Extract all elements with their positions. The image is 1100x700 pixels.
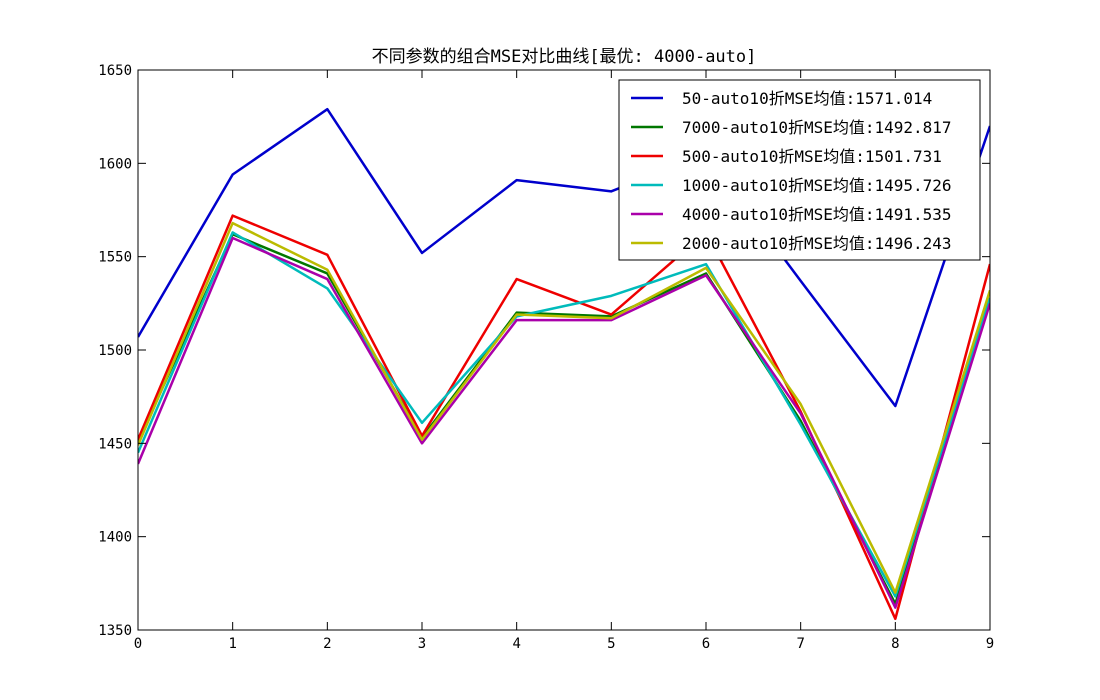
legend-label: 4000-auto10折MSE均值:1491.535	[682, 205, 952, 224]
legend-label: 50-auto10折MSE均值:1571.014	[682, 89, 932, 108]
series-line-4	[138, 236, 990, 609]
x-tick-label: 4	[512, 636, 520, 652]
y-tick-label: 1400	[98, 530, 132, 546]
series-layer	[138, 107, 990, 621]
legend-label: 7000-auto10折MSE均值:1492.817	[682, 118, 952, 137]
x-tick-label: 7	[796, 636, 804, 652]
x-tick-label: 3	[418, 636, 426, 652]
legend-box	[618, 79, 981, 261]
y-tick-label: 1600	[98, 156, 132, 172]
y-tick-label: 1650	[98, 63, 132, 79]
x-tick-label: 6	[702, 636, 710, 652]
x-tick-label: 2	[323, 636, 331, 652]
axes-layer: 0 1 2 3 4 5 6 7 8 9 1350 1400 1450 1500 1550 1600 1650	[98, 63, 994, 652]
y-tick-label: 1500	[98, 343, 132, 359]
x-tick-label: 1	[228, 636, 236, 652]
legend-label: 500-auto10折MSE均值:1501.731	[682, 147, 942, 166]
x-tick-label: 8	[891, 636, 899, 652]
chart-title: 不同参数的组合MSE对比曲线[最优: 4000-auto]	[372, 47, 757, 67]
y-tick-label: 1350	[98, 623, 132, 639]
series-line-2	[138, 214, 990, 621]
legend-label: 2000-auto10折MSE均值:1496.243	[682, 234, 952, 253]
legend: 50-auto10折MSE均值:1571.014 7000-auto10折MSE均…	[618, 79, 981, 261]
x-tick-label: 5	[607, 636, 615, 652]
x-tick-label: 0	[134, 636, 142, 652]
y-tick-label: 1450	[98, 436, 132, 452]
x-tick-label: 9	[986, 636, 994, 652]
series-line-5	[138, 221, 990, 594]
y-tick-label: 1550	[98, 250, 132, 266]
legend-label: 1000-auto10折MSE均值:1495.726	[682, 176, 952, 195]
series-line-0	[138, 107, 990, 408]
